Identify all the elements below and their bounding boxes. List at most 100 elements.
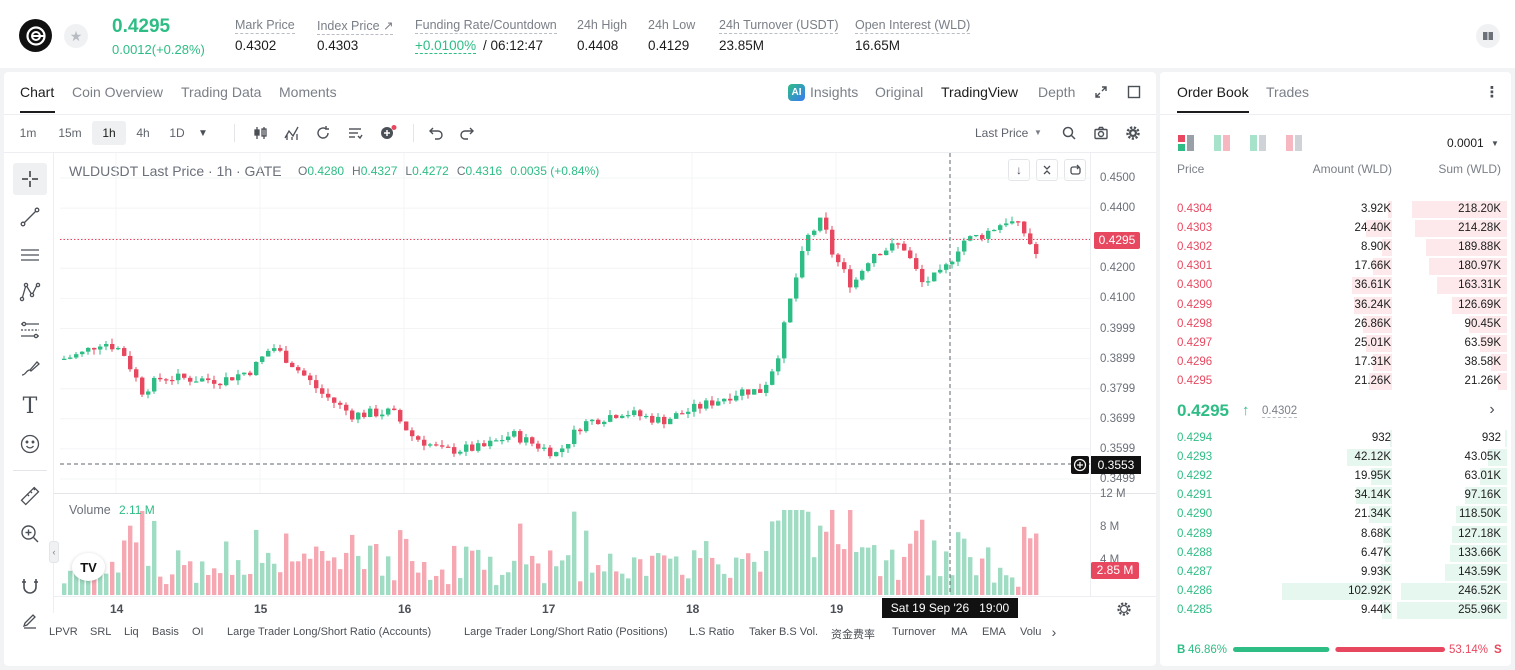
tab-coin-overview[interactable]: Coin Overview <box>72 84 164 100</box>
indicator-item[interactable]: LPVR <box>49 626 78 638</box>
settings-gear-icon[interactable] <box>1124 124 1142 142</box>
collapse-sidebar-icon[interactable]: ‹ <box>49 541 59 563</box>
add-alert-plus-icon[interactable] <box>1071 456 1089 474</box>
ask-row[interactable]: 0.4299 36.24K 126.69K <box>1167 296 1507 315</box>
bid-row[interactable]: 0.4290 21.34K 118.50K <box>1167 505 1507 524</box>
bid-row[interactable]: 0.4293 42.12K 43.05K <box>1167 448 1507 467</box>
window-icon[interactable] <box>1125 83 1143 101</box>
indicator-item[interactable]: SRL <box>90 626 112 638</box>
row-price[interactable]: 0.4301 <box>1177 260 1213 273</box>
template-icon[interactable] <box>346 124 364 142</box>
timeframe-dropdown-icon[interactable]: ▼ <box>198 127 208 139</box>
add-indicator-icon[interactable] <box>379 124 397 142</box>
ask-row[interactable]: 0.4296 17.31K 38.58K <box>1167 353 1507 372</box>
ask-row[interactable]: 0.4298 26.86K 90.45K <box>1167 315 1507 334</box>
ask-row[interactable]: 0.4303 24.40K 214.28K <box>1167 219 1507 238</box>
timeframe-1h[interactable]: 1h <box>102 126 116 140</box>
tradingview-logo-icon[interactable]: TV <box>72 553 105 581</box>
magnet-tool-icon[interactable] <box>13 570 47 602</box>
camera-icon[interactable] <box>1092 124 1110 142</box>
bid-row[interactable]: 0.4285 9.44K 255.96K <box>1167 601 1507 620</box>
tab-moments[interactable]: Moments <box>279 84 337 100</box>
bid-row[interactable]: 0.4288 6.47K 133.66K <box>1167 544 1507 563</box>
open-interest-label[interactable]: Open Interest (WLD) <box>855 18 971 34</box>
ask-row[interactable]: 0.4301 17.66K 180.97K <box>1167 257 1507 276</box>
bid-row[interactable]: 0.4287 9.93K 143.59K <box>1167 563 1507 582</box>
ask-row[interactable]: 0.4295 21.26K 21.26K <box>1167 372 1507 391</box>
row-price[interactable]: 0.4290 <box>1177 508 1213 521</box>
row-price[interactable]: 0.4299 <box>1177 298 1213 311</box>
indicator-item[interactable]: Volu <box>1020 626 1042 638</box>
layout-bids-icon[interactable] <box>1214 135 1231 151</box>
indicator-item[interactable]: EMA <box>982 626 1006 638</box>
sync-icon[interactable] <box>1064 159 1086 181</box>
funding-rate-value[interactable]: +0.0100% <box>415 38 477 54</box>
row-price[interactable]: 0.4293 <box>1177 451 1213 464</box>
price-source-select[interactable]: Last Price <box>975 126 1029 140</box>
redo-icon[interactable] <box>458 124 476 142</box>
bid-row[interactable]: 0.4291 34.14K 97.16K <box>1167 486 1507 505</box>
view-original[interactable]: Original <box>875 84 924 100</box>
brush-tool-icon[interactable] <box>13 352 47 384</box>
indicator-item[interactable]: Basis <box>152 626 179 638</box>
row-price[interactable]: 0.4304 <box>1177 203 1213 215</box>
row-price[interactable]: 0.4288 <box>1177 546 1213 559</box>
row-price[interactable]: 0.4300 <box>1177 279 1213 292</box>
row-price[interactable]: 0.4292 <box>1177 470 1213 483</box>
row-price[interactable]: 0.4294 <box>1177 432 1213 444</box>
bid-row[interactable]: 0.4294 932 932 <box>1167 429 1507 448</box>
tab-order-book[interactable]: Order Book <box>1177 84 1249 100</box>
row-price[interactable]: 0.4297 <box>1177 336 1213 349</box>
row-price[interactable]: 0.4295 <box>1177 374 1213 387</box>
scroll-down-icon[interactable]: ↓ <box>1008 159 1030 181</box>
replay-icon[interactable] <box>314 124 332 142</box>
guide-book-icon[interactable] <box>1476 24 1500 48</box>
volume-chart[interactable] <box>60 497 1090 595</box>
indicator-item[interactable]: OI <box>192 626 204 638</box>
timeframe-4h[interactable]: 4h <box>136 126 150 140</box>
timeframe-15m[interactable]: 15m <box>58 126 82 140</box>
indicator-item[interactable]: Large Trader Long/Short Ratio (Positions… <box>464 626 668 638</box>
indicator-item[interactable]: Turnover <box>892 626 936 638</box>
row-price[interactable]: 0.4289 <box>1177 527 1213 540</box>
candlestick-chart[interactable] <box>60 153 1090 493</box>
row-price[interactable]: 0.4296 <box>1177 355 1213 368</box>
more-options-icon[interactable]: ⋮ <box>1484 84 1500 101</box>
bid-row[interactable]: 0.4289 8.68K 127.18K <box>1167 525 1507 544</box>
view-depth[interactable]: Depth <box>1038 84 1076 100</box>
chart-settings-icon[interactable] <box>1115 600 1133 618</box>
mid-mark-price[interactable]: 0.4302 <box>1262 405 1298 418</box>
indicators-icon[interactable] <box>283 124 301 142</box>
row-price[interactable]: 0.4298 <box>1177 317 1213 330</box>
zoom-in-tool-icon[interactable] <box>13 518 47 550</box>
tab-trades[interactable]: Trades <box>1266 84 1310 100</box>
ruler-tool-icon[interactable] <box>13 480 47 512</box>
view-insights[interactable]: Insights <box>810 84 859 100</box>
indicator-item[interactable]: Liq <box>124 626 139 638</box>
row-price[interactable]: 0.4303 <box>1177 222 1213 235</box>
bid-row[interactable]: 0.4286 102.92K 246.52K <box>1167 582 1507 601</box>
turnover-label[interactable]: 24h Turnover (USDT) <box>719 18 839 34</box>
ask-row[interactable]: 0.4304 3.92K 218.20K <box>1167 200 1507 219</box>
indicator-item[interactable]: Large Trader Long/Short Ratio (Accounts) <box>227 626 432 638</box>
indicator-item[interactable]: MA <box>951 626 968 638</box>
indicator-item[interactable]: L.S Ratio <box>689 626 735 638</box>
indicator-item[interactable]: 资金费率 <box>831 629 875 641</box>
precision-select[interactable]: 0.0001 <box>1447 136 1484 150</box>
candle-type-icon[interactable] <box>252 124 270 142</box>
horizontal-lines-tool-icon[interactable] <box>13 239 47 271</box>
indicator-scroll-right-icon[interactable]: › <box>1051 624 1057 640</box>
timeframe-1d[interactable]: 1D <box>169 126 185 140</box>
layout-sell-only-icon[interactable] <box>1286 135 1303 151</box>
pattern-tool-icon[interactable] <box>13 276 47 308</box>
tab-trading-data[interactable]: Trading Data <box>181 84 262 100</box>
index-price-label[interactable]: Index Price ↗ <box>317 19 394 35</box>
ask-row[interactable]: 0.4297 25.01K 63.59K <box>1167 334 1507 353</box>
layout-buy-only-icon[interactable] <box>1250 135 1267 151</box>
ask-row[interactable]: 0.4302 8.90K 189.88K <box>1167 238 1507 257</box>
collapse-arrows-icon[interactable] <box>1036 159 1058 181</box>
row-price[interactable]: 0.4291 <box>1177 489 1213 502</box>
bid-row[interactable]: 0.4292 19.95K 63.01K <box>1167 467 1507 486</box>
price-source-caret-icon[interactable]: ▼ <box>1034 127 1042 137</box>
timeframe-1m[interactable]: 1m <box>19 126 37 140</box>
